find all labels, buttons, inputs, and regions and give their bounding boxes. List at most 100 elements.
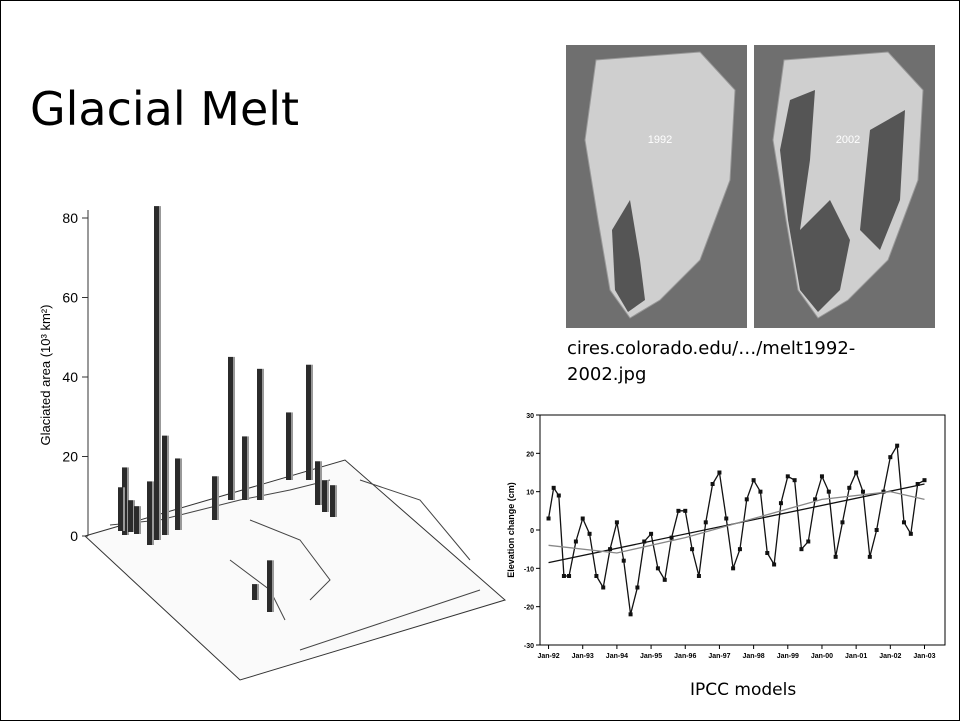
data-point	[711, 482, 715, 486]
bar	[134, 506, 139, 534]
data-point	[772, 563, 776, 567]
data-point	[909, 532, 913, 536]
data-point	[875, 528, 879, 532]
y-axis-label: Glaciated area (10³ km²)	[38, 305, 53, 446]
data-point	[629, 612, 633, 616]
data-point	[676, 509, 680, 513]
bar-side	[257, 584, 259, 600]
bar	[242, 436, 247, 500]
y-tick-label: -20	[524, 605, 534, 612]
data-point	[552, 486, 556, 490]
data-point	[594, 574, 598, 578]
x-tick-label: Jan-92	[537, 653, 559, 660]
x-tick-label: Jan-97	[708, 653, 730, 660]
bar-side	[233, 357, 235, 500]
data-point	[656, 566, 660, 570]
y-tick-label: 80	[62, 210, 78, 226]
bar-side	[291, 412, 293, 480]
x-tick-label: Jan-93	[572, 653, 594, 660]
data-point	[902, 520, 906, 524]
bar	[154, 206, 159, 540]
bar-side	[159, 206, 161, 540]
y-tick-label: 60	[62, 290, 78, 306]
data-point	[786, 474, 790, 478]
data-point	[690, 547, 694, 551]
image-label: 2002	[836, 134, 860, 146]
x-tick-label: Jan-02	[879, 653, 901, 660]
y-tick-label: 20	[62, 449, 78, 465]
data-point	[557, 494, 561, 498]
x-tick-label: Jan-94	[606, 653, 628, 660]
bar-side	[167, 436, 169, 535]
data-point	[820, 474, 824, 478]
y-tick-label: 10	[526, 490, 534, 497]
data-point	[827, 490, 831, 494]
y-tick-label: 0	[530, 528, 534, 535]
bar	[118, 487, 123, 531]
data-point	[779, 501, 783, 505]
data-point	[847, 486, 851, 490]
bar-side	[180, 458, 182, 530]
bar-side	[123, 487, 125, 531]
image-caption: cires.colorado.edu/…/melt1992-2002.jpg	[567, 336, 767, 388]
data-point	[704, 520, 708, 524]
bar	[128, 500, 133, 532]
bar-side	[272, 560, 274, 612]
data-point	[738, 547, 742, 551]
bar	[267, 560, 272, 612]
bar	[228, 357, 233, 500]
bar-side	[217, 476, 219, 520]
data-point	[649, 532, 653, 536]
data-point	[724, 517, 728, 521]
data-point	[567, 574, 571, 578]
data-point	[745, 497, 749, 501]
data-point	[806, 540, 810, 544]
data-point	[799, 547, 803, 551]
data-point	[758, 490, 762, 494]
bar	[330, 485, 335, 517]
graphics: 1992 2002 Glaciated area (10³ km²) Eleva…	[0, 0, 960, 721]
bar	[175, 458, 180, 530]
x-tick-label: Jan-03	[913, 653, 935, 660]
x-tick-label: Jan-01	[845, 653, 867, 660]
data-point	[574, 540, 578, 544]
data-point	[868, 555, 872, 559]
y-axis-label: Elevation change (cm)	[506, 482, 516, 578]
data-point	[861, 490, 865, 494]
data-point	[854, 471, 858, 475]
data-point	[793, 478, 797, 482]
bar	[306, 365, 311, 480]
bar	[212, 476, 217, 520]
data-point	[615, 520, 619, 524]
data-point	[765, 551, 769, 555]
bar-side	[327, 480, 329, 512]
data-point	[717, 471, 721, 475]
x-tick-label: Jan-00	[811, 653, 833, 660]
bar-side	[335, 485, 337, 517]
bar-side	[139, 506, 141, 534]
y-tick-label: 20	[526, 451, 534, 458]
data-point	[562, 574, 566, 578]
data-point	[922, 478, 926, 482]
data-point	[731, 566, 735, 570]
bar	[147, 481, 152, 545]
bar-side	[311, 365, 313, 480]
data-point	[752, 478, 756, 482]
data-point	[840, 520, 844, 524]
y-tick-label: 30	[526, 413, 534, 420]
bar-side	[320, 461, 322, 505]
bar	[162, 436, 167, 535]
data-point	[834, 555, 838, 559]
x-tick-label: Jan-99	[777, 653, 799, 660]
data-point	[888, 455, 892, 459]
y-tick-label: -10	[524, 566, 534, 573]
data-point	[663, 578, 667, 582]
bar-side	[247, 436, 249, 500]
data-point	[622, 559, 626, 563]
y-tick-label: -30	[524, 643, 534, 650]
bar	[257, 369, 262, 500]
data-point	[635, 586, 639, 590]
data-point	[895, 444, 899, 448]
bar	[286, 412, 291, 480]
y-tick-label: 0	[70, 528, 78, 544]
